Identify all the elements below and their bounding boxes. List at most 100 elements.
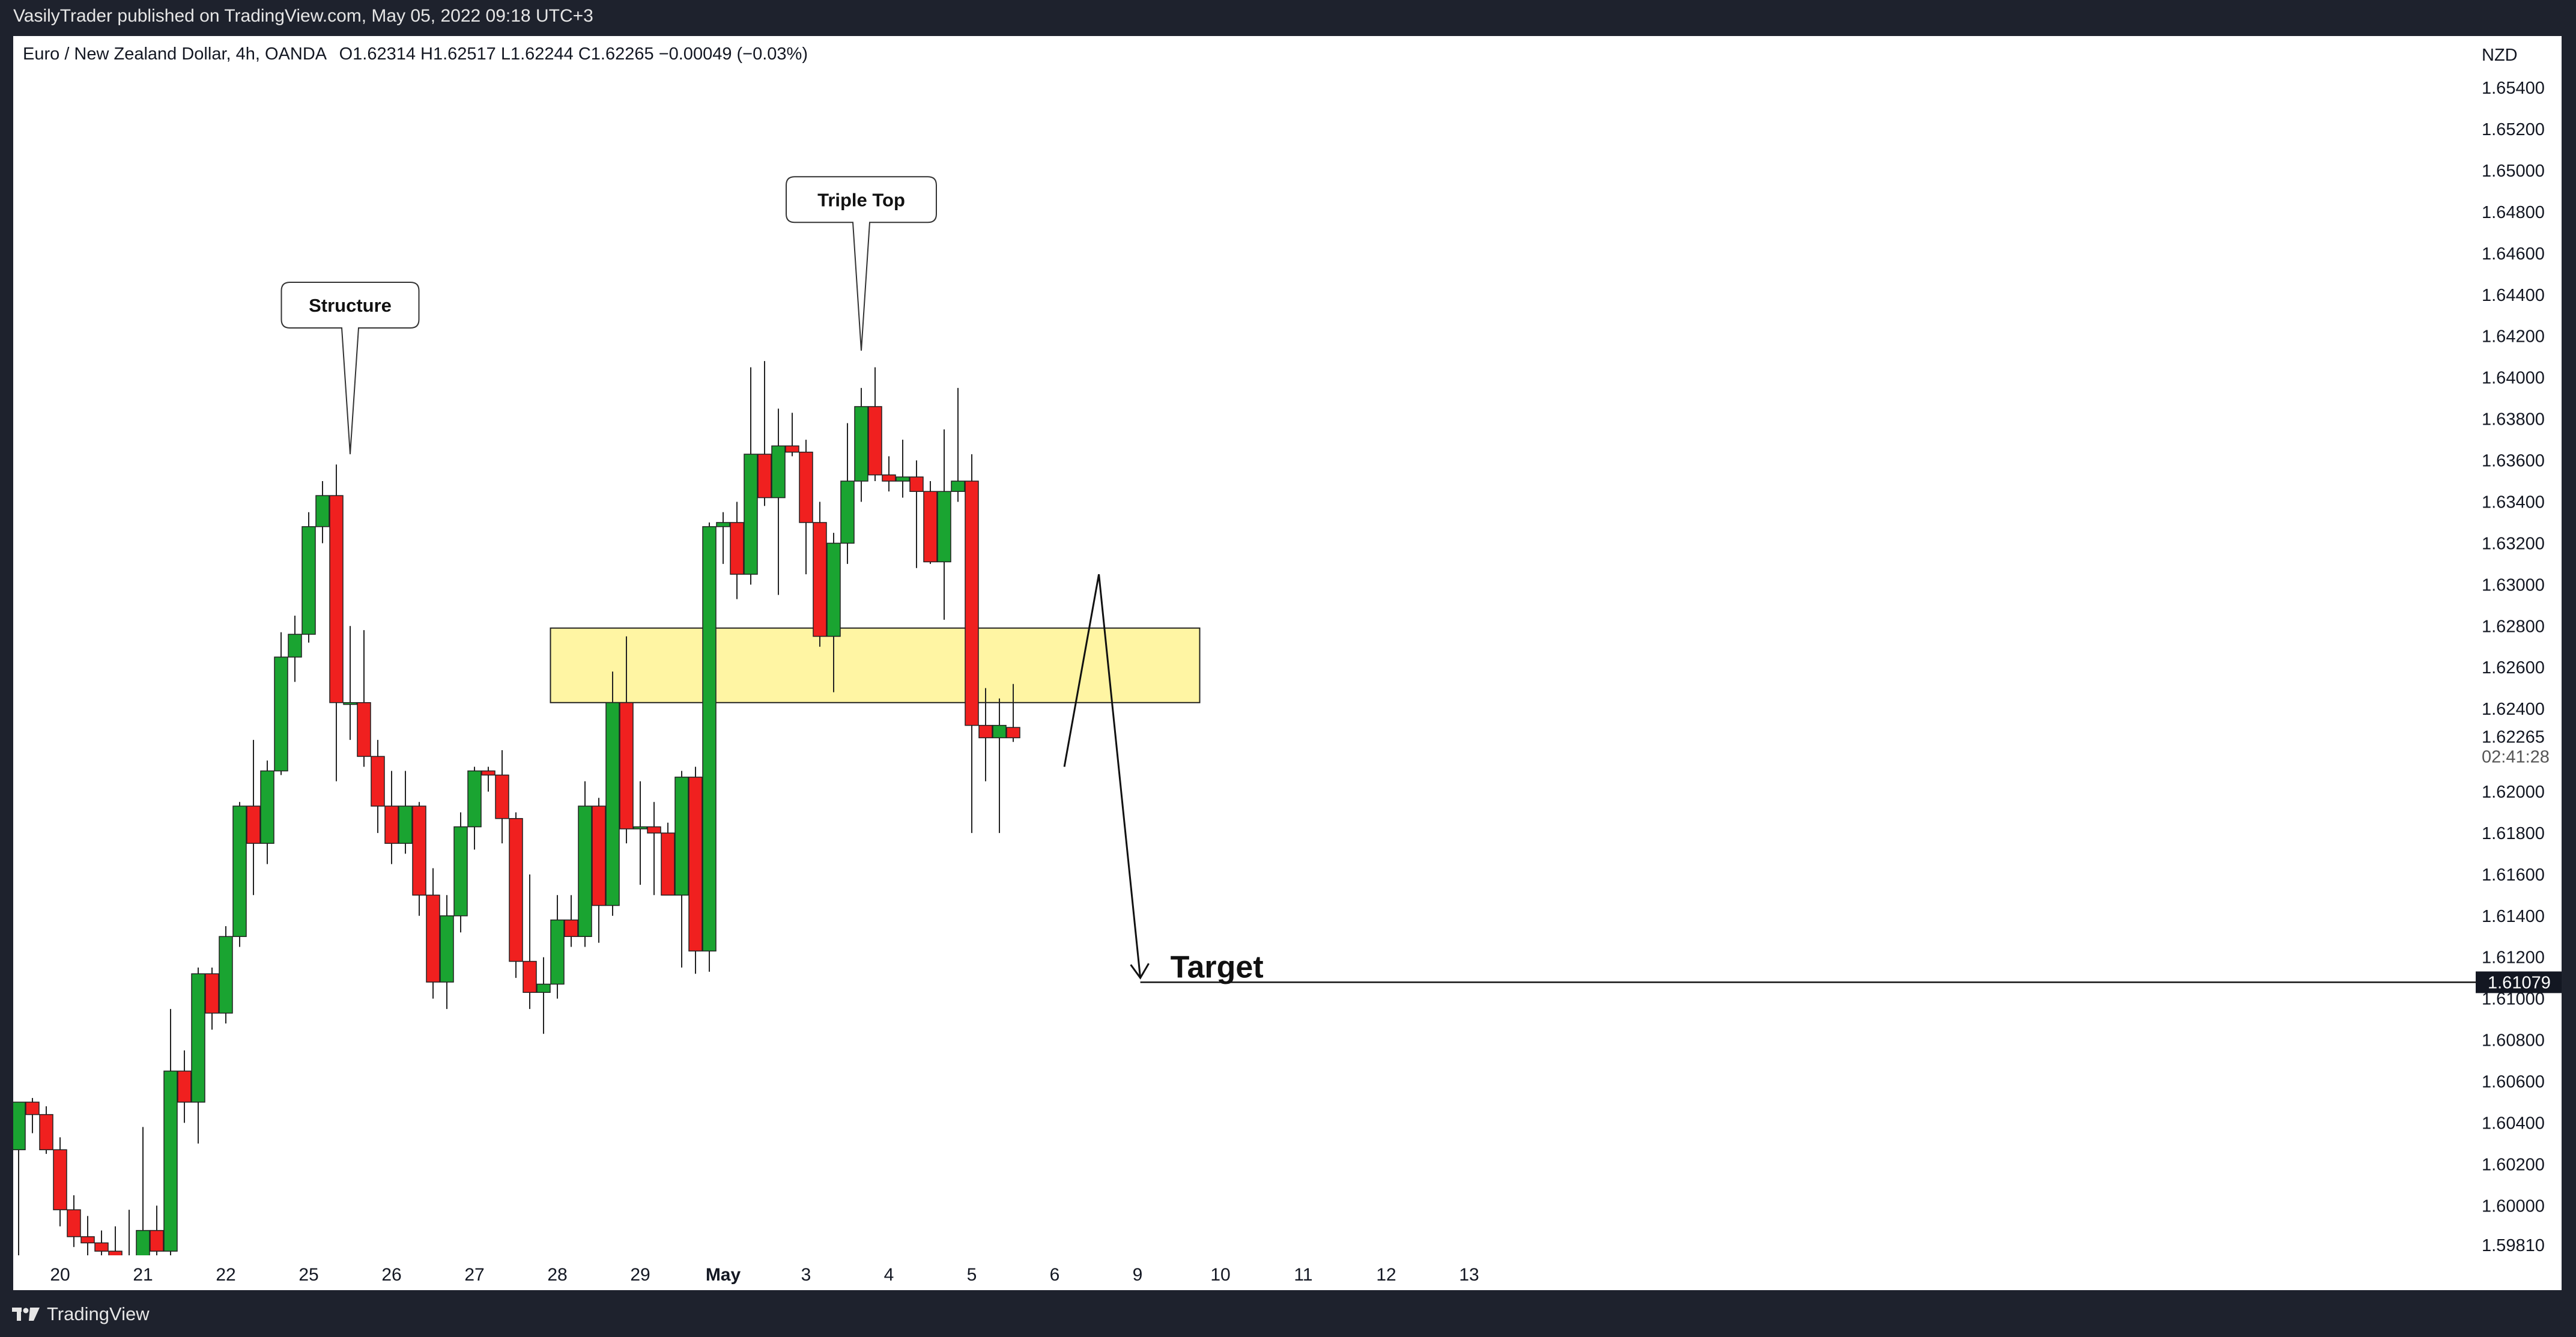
candle	[674, 771, 689, 968]
candle	[260, 760, 274, 864]
candle-body	[67, 1209, 81, 1237]
price-tick-label: 1.60000	[2482, 1196, 2545, 1216]
candle	[688, 766, 703, 974]
candle	[868, 367, 882, 482]
candle-body	[909, 476, 924, 492]
candle	[440, 895, 454, 1009]
candlestick-chart[interactable]: Target Structure Triple Top 1.65400 1.65200…	[13, 36, 2562, 1290]
candle-body	[329, 495, 344, 703]
candle	[509, 812, 523, 978]
candle-body	[302, 526, 316, 635]
candle	[896, 440, 910, 498]
price-tick-label: 1.61800	[2482, 824, 2545, 843]
candle	[550, 895, 565, 999]
candle-body	[896, 476, 910, 482]
candle-body	[219, 936, 233, 1014]
candle-body	[605, 702, 620, 906]
price-label: 1.62265	[2482, 728, 2545, 747]
price-tick-label: 1.64800	[2482, 203, 2545, 222]
callout: Structure	[280, 282, 420, 455]
candle-body	[702, 526, 717, 952]
candle	[412, 802, 426, 916]
publish-line: VasilyTrader published on TradingView.co…	[13, 6, 593, 26]
candle	[315, 481, 330, 544]
tradingview-brand[interactable]: TradingView	[12, 1303, 150, 1325]
candle	[813, 502, 827, 647]
candle	[384, 771, 399, 864]
candle-body	[426, 894, 440, 983]
candle	[633, 781, 647, 885]
date-tick-label: 28	[547, 1265, 567, 1285]
candle-body	[13, 1102, 26, 1150]
callout-bubble	[786, 176, 937, 351]
candle	[232, 802, 247, 947]
price-tick-label: 1.65400	[2482, 79, 2545, 98]
candle	[453, 812, 468, 933]
candle	[219, 926, 233, 1023]
candle-body	[951, 481, 965, 492]
candle	[785, 413, 799, 456]
candle-body	[661, 832, 675, 896]
candle-body	[785, 445, 799, 453]
candle-body	[730, 522, 744, 575]
candle	[357, 630, 371, 767]
candle-body	[53, 1149, 67, 1210]
date-tick-label: 6	[1050, 1265, 1060, 1285]
price-tick-label: 1.65200	[2482, 120, 2545, 139]
candle	[771, 408, 786, 595]
price-tick-label: 1.62400	[2482, 700, 2545, 719]
candle-body	[246, 805, 261, 844]
price-tick-label: 1.60800	[2482, 1031, 2545, 1050]
candle-body	[232, 805, 247, 937]
candle-body	[343, 702, 357, 705]
candle	[592, 798, 606, 943]
candle	[288, 616, 302, 682]
candle	[343, 626, 357, 740]
candle	[661, 822, 675, 896]
candle-body	[453, 826, 468, 917]
price-label: 02:41:28	[2482, 747, 2550, 766]
candle-body	[757, 453, 772, 499]
date-tick-label: 26	[381, 1265, 401, 1285]
candle	[826, 533, 841, 693]
candle	[246, 739, 261, 896]
candle	[150, 1205, 164, 1255]
candle-body	[992, 724, 1007, 739]
currency-label: NZD	[2482, 46, 2518, 65]
price-tick-label: 1.63400	[2482, 493, 2545, 512]
candle-body	[771, 445, 786, 499]
candle-body	[495, 774, 509, 819]
price-tick-label: 1.59810	[2482, 1236, 2545, 1255]
candle	[937, 429, 951, 620]
candle-body	[509, 818, 523, 962]
candle-body	[123, 1257, 136, 1259]
candle-body	[467, 770, 482, 828]
candle	[274, 632, 288, 775]
candle	[647, 802, 661, 896]
price-tick-label: 1.63000	[2482, 575, 2545, 595]
candle	[882, 456, 896, 492]
price-tick-label: 1.63800	[2482, 410, 2545, 429]
candle-body	[163, 1070, 178, 1252]
candle-body	[177, 1070, 192, 1103]
date-tick-label: 11	[1294, 1265, 1312, 1285]
candle-body	[937, 491, 951, 563]
date-tick-label: 5	[967, 1265, 977, 1285]
candle-body	[288, 634, 302, 658]
candle	[80, 1216, 95, 1255]
candle	[1006, 684, 1020, 742]
price-tick-label: 1.61200	[2482, 948, 2545, 968]
candle	[426, 868, 440, 999]
candle-body	[136, 1229, 150, 1255]
date-tick-label: 13	[1459, 1265, 1479, 1285]
candle-body	[564, 919, 578, 937]
footer-bar: TradingView	[0, 1290, 2576, 1337]
candle	[965, 454, 979, 833]
candle-body	[826, 542, 841, 637]
chart-pane[interactable]: Target Structure Triple Top 1.65400 1.65200…	[13, 36, 2562, 1290]
callout-bubble	[280, 282, 420, 455]
price-tick-label: 1.62000	[2482, 783, 2545, 802]
callout: Triple Top	[786, 176, 937, 351]
candle	[398, 771, 413, 854]
publish-header: VasilyTrader published on TradingView.co…	[0, 0, 2576, 36]
